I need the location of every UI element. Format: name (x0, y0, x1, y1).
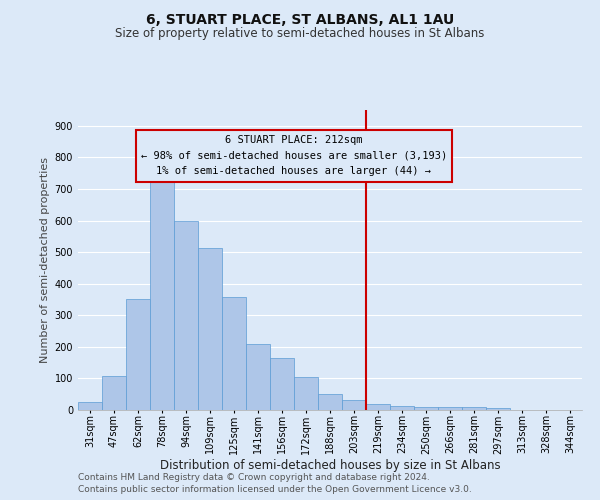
Bar (462, 408, 486, 410)
Text: 6, STUART PLACE, ST ALBANS, AL1 1AU: 6, STUART PLACE, ST ALBANS, AL1 1AU (146, 12, 454, 26)
Bar (438, 407, 462, 410)
Bar (486, 408, 510, 410)
Text: 6 STUART PLACE: 212sqm
← 98% of semi-detached houses are smaller (3,193)
1% of s: 6 STUART PLACE: 212sqm ← 98% of semi-det… (141, 136, 447, 176)
Bar (390, 406, 414, 410)
Text: Contains public sector information licensed under the Open Government Licence v3: Contains public sector information licen… (78, 485, 472, 494)
Bar (270, 358, 294, 410)
Bar (366, 404, 390, 410)
Bar (102, 376, 126, 410)
Bar (174, 222, 198, 410)
Bar (414, 407, 438, 410)
Bar (246, 344, 270, 410)
Bar (198, 248, 222, 410)
Bar (126, 300, 150, 410)
Bar (150, 181, 174, 410)
Text: Size of property relative to semi-detached houses in St Albans: Size of property relative to semi-detach… (115, 28, 485, 40)
Bar (78, 402, 102, 410)
Bar (294, 378, 318, 410)
Text: Contains HM Land Registry data © Crown copyright and database right 2024.: Contains HM Land Registry data © Crown c… (78, 472, 430, 482)
Bar (318, 394, 342, 410)
Y-axis label: Number of semi-detached properties: Number of semi-detached properties (40, 157, 50, 363)
X-axis label: Distribution of semi-detached houses by size in St Albans: Distribution of semi-detached houses by … (160, 459, 500, 472)
Bar (342, 400, 366, 410)
Bar (222, 297, 246, 410)
